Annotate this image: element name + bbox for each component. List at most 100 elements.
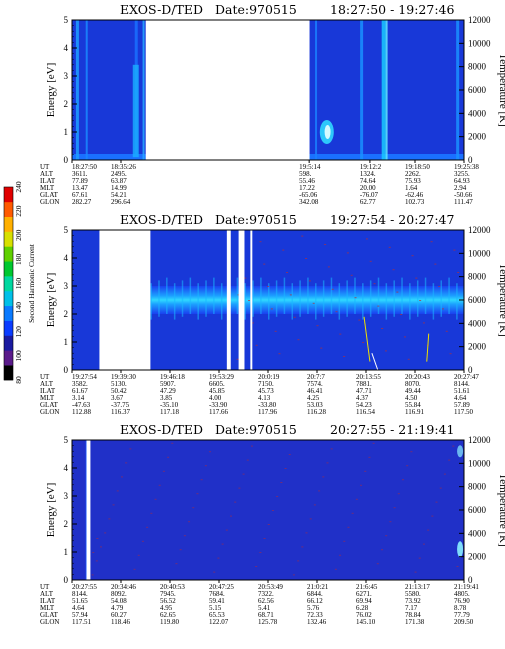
orbit-value-glon: 171.38 bbox=[405, 618, 425, 626]
orbit-value-mlt: 3.85 bbox=[160, 394, 173, 402]
orbit-value-ut: 20:13:55 bbox=[356, 373, 381, 381]
noise-speck bbox=[259, 241, 262, 243]
noise-speck bbox=[334, 568, 337, 570]
noise-speck bbox=[274, 330, 277, 332]
band-streak bbox=[322, 280, 325, 317]
noise-speck bbox=[284, 468, 287, 469]
band-streak bbox=[385, 283, 388, 320]
band-streak bbox=[369, 280, 372, 317]
y-tick-label: 3 bbox=[64, 71, 69, 81]
noise-speck bbox=[263, 538, 266, 539]
noise-speck bbox=[188, 521, 191, 523]
y2-tick-label: 6000 bbox=[468, 505, 487, 515]
band-streak bbox=[260, 277, 262, 314]
noise-speck bbox=[171, 442, 174, 444]
orbit-value-glat: 78.84 bbox=[405, 611, 421, 619]
noise-speck bbox=[384, 350, 387, 352]
noise-speck bbox=[418, 557, 421, 559]
noise-speck bbox=[162, 470, 165, 472]
noise-speck bbox=[430, 241, 433, 243]
noise-speck bbox=[406, 465, 409, 467]
orbit-value-mlt: 4.00 bbox=[209, 394, 222, 402]
orbit-value-ut: 21:6:45 bbox=[356, 583, 378, 591]
streak bbox=[456, 20, 460, 160]
orbit-value-glat: 65.53 bbox=[209, 611, 225, 619]
y2-tick-label: 0 bbox=[468, 365, 473, 375]
noise-speck bbox=[350, 274, 353, 276]
orbit-value-alt: 7881. bbox=[356, 380, 372, 388]
streak bbox=[85, 20, 88, 160]
orbit-value-glon: 116.37 bbox=[111, 408, 130, 416]
orbit-value-mlt: 5.76 bbox=[307, 604, 320, 612]
band-streak bbox=[158, 280, 160, 317]
noise-speck bbox=[309, 518, 312, 520]
orbit-value-mlt: 2.94 bbox=[454, 184, 467, 192]
noise-speck bbox=[289, 294, 292, 296]
noise-speck bbox=[313, 504, 316, 506]
orbit-value-glat: -47.63 bbox=[72, 401, 91, 409]
noise-speck bbox=[259, 552, 262, 553]
orbit-value-alt: 3611. bbox=[72, 170, 88, 178]
band-streak bbox=[244, 283, 246, 320]
noise-speck bbox=[335, 311, 338, 313]
orbit-row-label: MLT bbox=[40, 394, 55, 402]
orbit-value-alt: 598. bbox=[299, 170, 312, 178]
band-streak bbox=[197, 283, 199, 320]
y2-tick-label: 2000 bbox=[468, 552, 487, 562]
noise-speck bbox=[99, 546, 102, 548]
colorbar-segment bbox=[4, 246, 13, 262]
band-streak bbox=[440, 280, 442, 317]
y2-tick-label: 8000 bbox=[468, 62, 487, 72]
panel-time-range: 20:27:55 - 21:19:41 bbox=[330, 422, 454, 437]
noise-speck bbox=[250, 445, 253, 447]
orbit-value-ut: 19:5:14 bbox=[299, 163, 321, 171]
y-tick-label: 5 bbox=[64, 15, 69, 25]
orbit-row-label: UT bbox=[40, 583, 50, 591]
band-streak bbox=[330, 277, 333, 314]
noise-speck bbox=[146, 526, 149, 528]
y-axis-label: Energy [eV] bbox=[45, 483, 57, 537]
orbit-value-glat: 62.65 bbox=[160, 611, 176, 619]
orbit-value-glat: 53.03 bbox=[307, 401, 323, 409]
orbit-value-ilat: 62.56 bbox=[258, 597, 274, 605]
orbit-value-glon: 342.08 bbox=[299, 198, 319, 206]
noise-speck bbox=[137, 554, 140, 556]
colorbar-segment bbox=[4, 290, 13, 307]
orbit-value-ilat: 76.90 bbox=[454, 597, 470, 605]
orbit-value-ilat: 66.12 bbox=[307, 597, 323, 605]
spectrogram-panel-2: EXOS-D/TED Date:970515 19:27:54 - 20:27:47… bbox=[40, 212, 505, 416]
orbit-row-label: GLAT bbox=[40, 611, 59, 619]
colorbar-tick-label: 120 bbox=[14, 326, 23, 338]
colorbar-label: Second Harmonic Current bbox=[27, 243, 36, 323]
orbit-value-glat: 57.89 bbox=[454, 401, 470, 409]
noise-speck bbox=[255, 566, 258, 567]
noise-speck bbox=[400, 314, 403, 315]
orbit-value-alt: 2262. bbox=[405, 170, 421, 178]
y2-tick-label: 2000 bbox=[468, 342, 487, 352]
noise-speck bbox=[248, 300, 251, 301]
orbit-row-label: ILAT bbox=[40, 597, 56, 605]
colorbar-frame bbox=[3, 186, 14, 381]
data-gap bbox=[145, 20, 310, 160]
panel-title: EXOS-D/TED bbox=[120, 212, 203, 227]
band-streak bbox=[346, 280, 348, 317]
orbit-value-glon: 209.50 bbox=[454, 618, 474, 626]
orbit-value-ilat: 54.08 bbox=[111, 597, 127, 605]
panel-date: Date:970515 bbox=[215, 422, 297, 437]
colorbar-segment bbox=[4, 187, 13, 203]
noise-speck bbox=[376, 563, 379, 565]
orbit-row-label: GLON bbox=[40, 618, 59, 626]
orbit-value-mlt: 3.14 bbox=[72, 394, 85, 402]
y2-tick-label: 4000 bbox=[468, 318, 487, 328]
orbit-row-label: MLT bbox=[40, 604, 55, 612]
orbit-value-alt: 5907. bbox=[160, 380, 176, 388]
noise-speck bbox=[318, 490, 321, 492]
noise-speck bbox=[392, 269, 395, 271]
orbit-value-glon: 116.54 bbox=[356, 408, 375, 416]
band-streak bbox=[401, 277, 403, 314]
orbit-value-ilat: 49.44 bbox=[405, 387, 421, 395]
noise-speck bbox=[312, 302, 315, 304]
orbit-row-label: UT bbox=[40, 163, 50, 171]
y2-tick-label: 6000 bbox=[468, 85, 487, 95]
noise-speck bbox=[339, 554, 342, 556]
